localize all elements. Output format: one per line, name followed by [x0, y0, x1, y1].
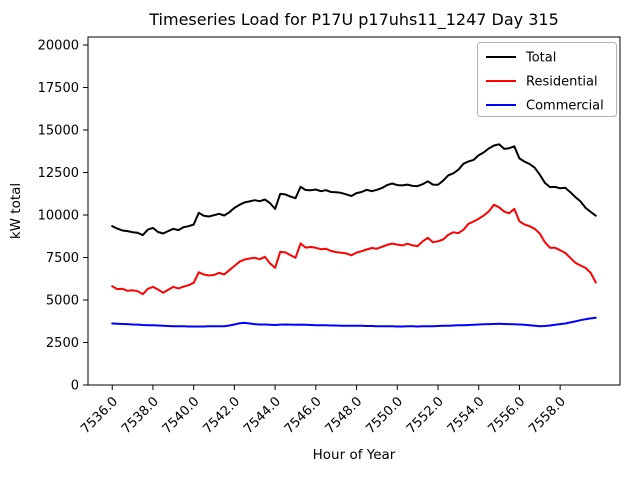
- x-tick-label: 7544.0: [241, 394, 284, 437]
- x-tick-label: 7536.0: [78, 394, 121, 437]
- y-tick-label: 17500: [38, 81, 79, 96]
- y-tick-label: 5000: [46, 293, 79, 308]
- x-tick-label: 7558.0: [526, 394, 569, 437]
- y-tick-label: 15000: [38, 123, 79, 138]
- x-tick-label: 7550.0: [363, 394, 406, 437]
- x-axis-label: Hour of Year: [313, 447, 396, 463]
- y-tick-label: 7500: [46, 251, 79, 266]
- legend-label-total: Total: [525, 51, 556, 66]
- x-tick-label: 7554.0: [445, 394, 488, 437]
- y-tick-label: 20000: [38, 38, 79, 53]
- y-tick-label: 10000: [38, 208, 79, 223]
- legend-frame: [477, 42, 617, 117]
- y-tick-label: 2500: [46, 336, 79, 351]
- legend-label-commercial: Commercial: [526, 99, 604, 114]
- x-tick-label: 7546.0: [282, 394, 325, 437]
- legend: Total Residential Commercial: [477, 42, 617, 117]
- x-tick-label: 7540.0: [160, 394, 203, 437]
- x-tick-label: 7556.0: [485, 394, 528, 437]
- x-tick-label: 7548.0: [323, 394, 366, 437]
- series-line-commercial: [111, 316, 597, 328]
- x-tick-label: 7538.0: [119, 394, 162, 437]
- series-line-total: [111, 143, 597, 237]
- y-axis-label: kW total: [8, 183, 24, 239]
- chart-title: Timeseries Load for P17U p17uhs11_1247 D…: [148, 10, 559, 30]
- series-line-residential: [111, 203, 597, 296]
- y-tick-label: 0: [71, 379, 79, 394]
- x-tick-label: 7542.0: [200, 394, 243, 437]
- y-tick-label: 12500: [38, 166, 79, 181]
- legend-label-residential: Residential: [526, 75, 598, 90]
- plot-border: [87, 36, 621, 386]
- x-tick-label: 7552.0: [404, 394, 447, 437]
